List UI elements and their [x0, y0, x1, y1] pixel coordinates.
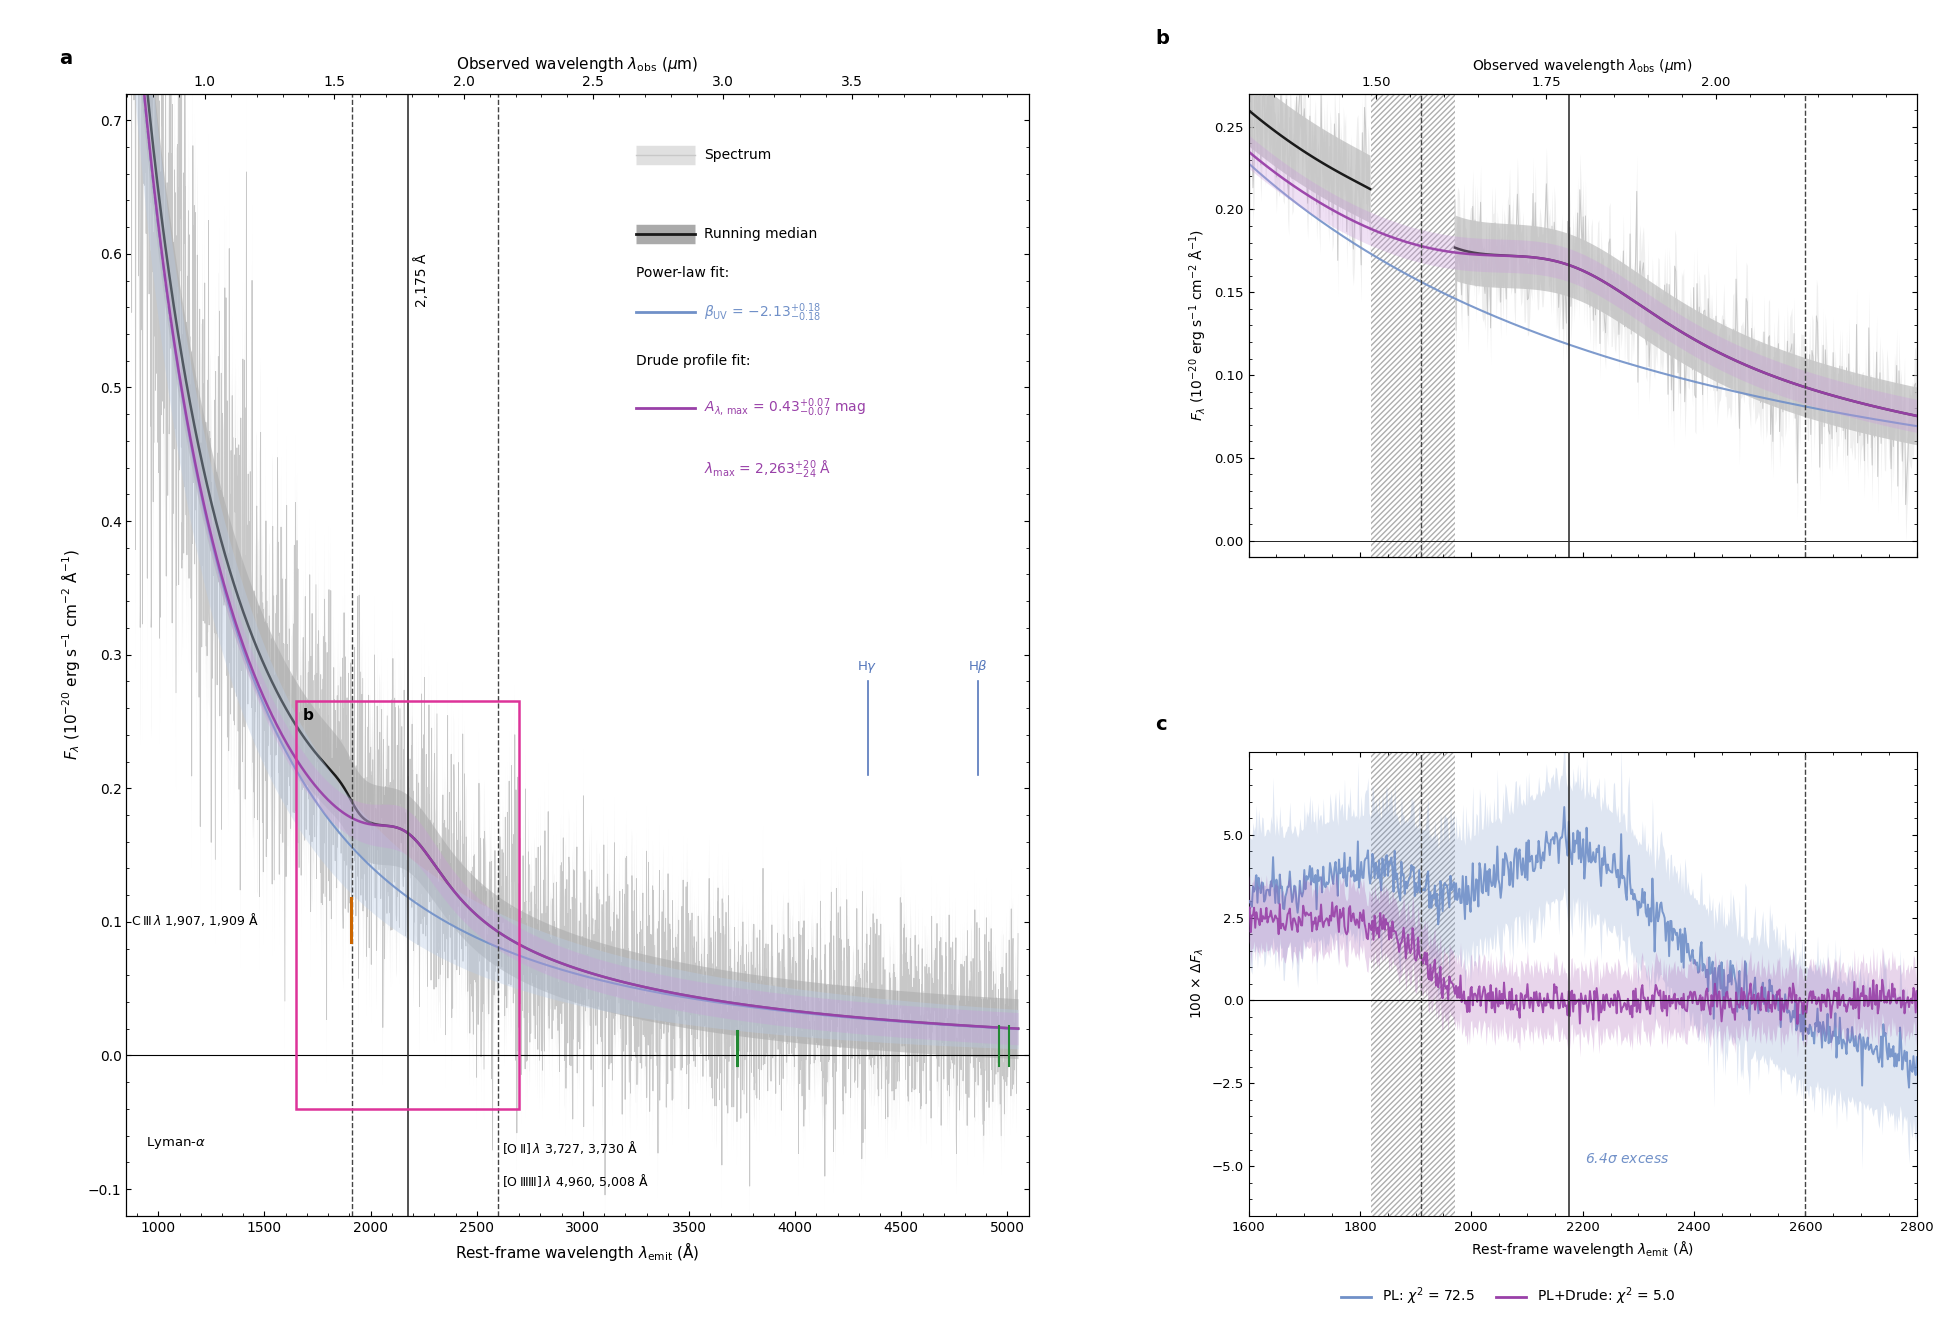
Text: H$\gamma$: H$\gamma$ [858, 659, 878, 675]
Text: Spectrum: Spectrum [704, 148, 771, 162]
Text: b: b [304, 708, 313, 723]
Bar [1372, 752, 1454, 1216]
Text: $A_{\lambda,\,\mathrm{max}}$ = 0.43$^{+0.07}_{-0.07}$ mag: $A_{\lambda,\,\mathrm{max}}$ = 0.43$^{+0… [704, 397, 866, 420]
X-axis label: Rest-frame wavelength $\lambda_{\mathrm{emit}}$ (Å): Rest-frame wavelength $\lambda_{\mathrm{… [455, 1240, 701, 1263]
Y-axis label: 100 $\times$ $\Delta F_\lambda$: 100 $\times$ $\Delta F_\lambda$ [1189, 949, 1207, 1019]
Text: Lyman-$\alpha$: Lyman-$\alpha$ [146, 1136, 206, 1152]
Text: Power-law fit:: Power-law fit: [636, 266, 730, 281]
Text: [O ⅢⅢ] $\lambda$ 4,960, 5,008 Å: [O ⅢⅢ] $\lambda$ 4,960, 5,008 Å [502, 1173, 650, 1189]
Legend: PL: $\chi^2$ = 72.5, PL+Drude: $\chi^2$ = 5.0: PL: $\chi^2$ = 72.5, PL+Drude: $\chi^2$ … [1335, 1280, 1681, 1313]
Text: C Ⅲ $\lambda$ 1,907, 1,909 Å: C Ⅲ $\lambda$ 1,907, 1,909 Å [130, 911, 259, 927]
Text: c: c [1156, 715, 1166, 733]
Text: 6.4$\sigma$ excess: 6.4$\sigma$ excess [1586, 1153, 1670, 1166]
Y-axis label: $F_\lambda$ (10$^{-20}$ erg s$^{-1}$ cm$^{-2}$ Å$^{-1}$): $F_\lambda$ (10$^{-20}$ erg s$^{-1}$ cm$… [1187, 230, 1208, 421]
Text: H$\beta$: H$\beta$ [967, 657, 989, 675]
X-axis label: Rest-frame wavelength $\lambda_{\mathrm{emit}}$ (Å): Rest-frame wavelength $\lambda_{\mathrm{… [1471, 1240, 1695, 1259]
X-axis label: Observed wavelength $\lambda_{\mathrm{obs}}$ ($\mu$m): Observed wavelength $\lambda_{\mathrm{ob… [1473, 57, 1693, 75]
Bar [1372, 752, 1454, 1216]
Bar [1372, 94, 1454, 557]
Text: 2,175 Å: 2,175 Å [414, 254, 428, 307]
X-axis label: Observed wavelength $\lambda_{\mathrm{obs}}$ ($\mu$m): Observed wavelength $\lambda_{\mathrm{ob… [457, 55, 699, 73]
Text: $\lambda_{\mathrm{max}}$ = 2,263$^{+20}_{-24}$ Å: $\lambda_{\mathrm{max}}$ = 2,263$^{+20}_… [704, 458, 831, 481]
Y-axis label: $F_\lambda$ (10$^{-20}$ erg s$^{-1}$ cm$^{-2}$ Å$^{-1}$): $F_\lambda$ (10$^{-20}$ erg s$^{-1}$ cm$… [60, 549, 82, 760]
Bar [1372, 94, 1454, 557]
Text: b: b [1156, 28, 1170, 48]
Text: Running median: Running median [704, 227, 817, 240]
Text: Drude profile fit:: Drude profile fit: [636, 354, 751, 367]
Bar [296, 701, 520, 1109]
Text: $\beta_{\mathrm{UV}}$ = −2.13$^{+0.18}_{-0.18}$: $\beta_{\mathrm{UV}}$ = −2.13$^{+0.18}_{… [704, 301, 821, 323]
Text: [O Ⅱ] $\lambda$ 3,727, 3,730 Å: [O Ⅱ] $\lambda$ 3,727, 3,730 Å [502, 1140, 638, 1156]
Text: a: a [58, 48, 72, 68]
